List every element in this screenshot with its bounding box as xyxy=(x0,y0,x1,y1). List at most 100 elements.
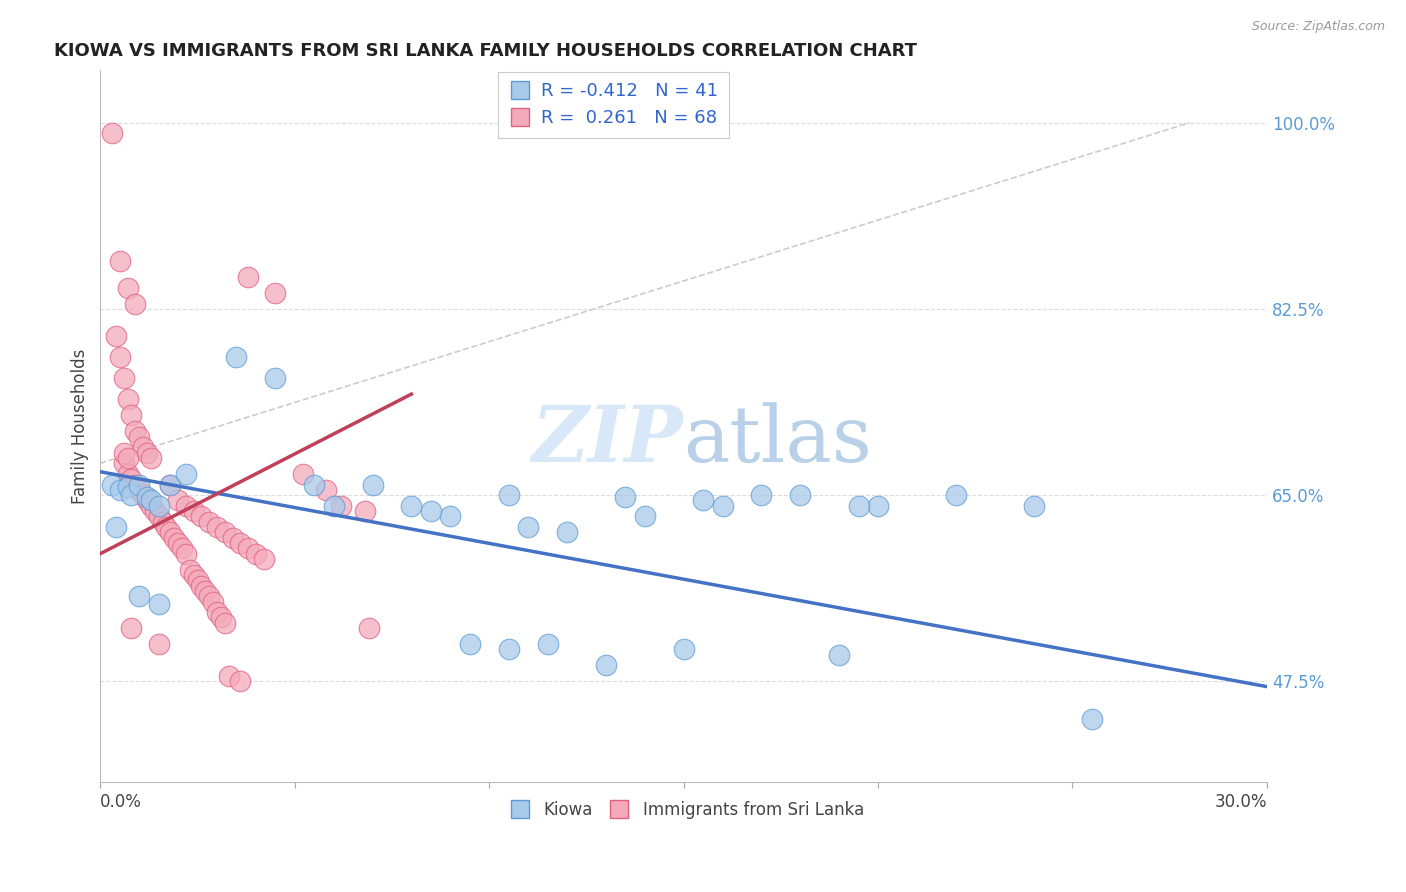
Point xyxy=(174,547,197,561)
Point xyxy=(868,499,890,513)
Point xyxy=(128,483,150,497)
Point xyxy=(159,477,181,491)
Point xyxy=(614,490,637,504)
Point xyxy=(1081,712,1104,726)
Point xyxy=(330,499,353,513)
Point xyxy=(163,531,186,545)
Point xyxy=(789,488,811,502)
Point xyxy=(536,637,558,651)
Point xyxy=(353,504,375,518)
Point xyxy=(108,350,131,364)
Point xyxy=(458,637,481,651)
Point xyxy=(112,456,135,470)
Text: 0.0%: 0.0% xyxy=(100,793,142,811)
Point xyxy=(112,371,135,385)
Point xyxy=(152,515,174,529)
Text: 30.0%: 30.0% xyxy=(1215,793,1267,811)
Point xyxy=(205,605,228,619)
Point xyxy=(120,472,142,486)
Point xyxy=(148,499,170,513)
Point xyxy=(117,450,139,465)
Point xyxy=(104,328,127,343)
Point xyxy=(291,467,314,481)
Point xyxy=(101,477,124,491)
Point xyxy=(236,270,259,285)
Point xyxy=(139,493,162,508)
Point xyxy=(174,499,197,513)
Point xyxy=(229,536,252,550)
Point xyxy=(209,610,232,624)
Point xyxy=(1022,499,1045,513)
Point xyxy=(117,281,139,295)
Point xyxy=(120,621,142,635)
Point xyxy=(155,520,177,534)
Point xyxy=(120,488,142,502)
Point xyxy=(174,467,197,481)
Point xyxy=(159,477,181,491)
Text: KIOWA VS IMMIGRANTS FROM SRI LANKA FAMILY HOUSEHOLDS CORRELATION CHART: KIOWA VS IMMIGRANTS FROM SRI LANKA FAMIL… xyxy=(53,42,917,60)
Point xyxy=(194,583,217,598)
Point xyxy=(139,450,162,465)
Point xyxy=(202,594,225,608)
Point xyxy=(439,509,461,524)
Point xyxy=(595,658,617,673)
Point xyxy=(361,477,384,491)
Point xyxy=(253,552,276,566)
Point xyxy=(139,499,162,513)
Point xyxy=(945,488,967,502)
Text: ZIP: ZIP xyxy=(531,402,683,478)
Point xyxy=(108,483,131,497)
Point xyxy=(170,541,193,556)
Point xyxy=(143,504,166,518)
Point xyxy=(848,499,870,513)
Point xyxy=(117,392,139,407)
Point xyxy=(322,499,344,513)
Point xyxy=(183,568,205,582)
Point xyxy=(117,480,139,494)
Point xyxy=(167,493,190,508)
Text: Source: ZipAtlas.com: Source: ZipAtlas.com xyxy=(1251,20,1385,33)
Point xyxy=(225,350,247,364)
Point xyxy=(236,541,259,556)
Point xyxy=(205,520,228,534)
Point xyxy=(132,440,155,454)
Point xyxy=(128,477,150,491)
Point xyxy=(112,445,135,459)
Point xyxy=(357,621,380,635)
Point xyxy=(264,286,287,301)
Point xyxy=(136,445,159,459)
Point xyxy=(302,477,325,491)
Point xyxy=(136,493,159,508)
Point xyxy=(828,648,851,662)
Point xyxy=(128,430,150,444)
Point xyxy=(555,525,578,540)
Point xyxy=(101,127,124,141)
Point xyxy=(132,488,155,502)
Point xyxy=(198,515,221,529)
Point xyxy=(179,563,201,577)
Point xyxy=(634,509,657,524)
Point xyxy=(692,493,714,508)
Point xyxy=(751,488,773,502)
Point xyxy=(218,669,240,683)
Point xyxy=(148,509,170,524)
Point xyxy=(401,499,423,513)
Point xyxy=(128,589,150,603)
Legend: Kiowa, Immigrants from Sri Lanka: Kiowa, Immigrants from Sri Lanka xyxy=(496,794,870,825)
Point xyxy=(517,520,540,534)
Point xyxy=(104,520,127,534)
Point xyxy=(419,504,441,518)
Point xyxy=(221,531,243,545)
Point xyxy=(148,637,170,651)
Point xyxy=(124,296,146,310)
Point xyxy=(190,578,212,592)
Point xyxy=(187,574,209,588)
Point xyxy=(117,467,139,481)
Point xyxy=(315,483,337,497)
Point xyxy=(124,425,146,439)
Point xyxy=(264,371,287,385)
Point xyxy=(198,589,221,603)
Point xyxy=(124,477,146,491)
Point xyxy=(711,499,734,513)
Point xyxy=(498,642,520,657)
